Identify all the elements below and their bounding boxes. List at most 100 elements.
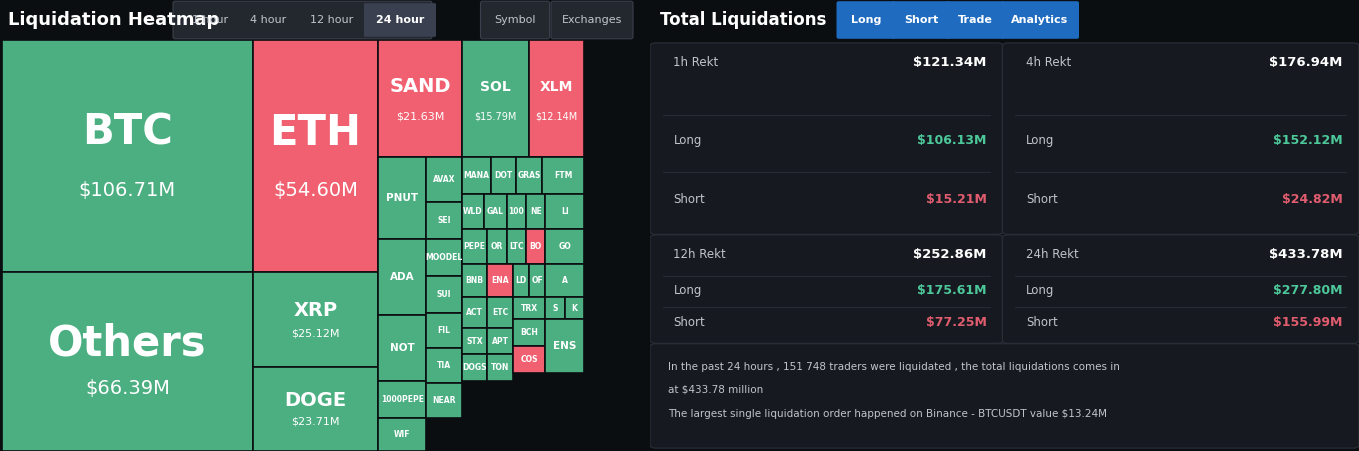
FancyBboxPatch shape	[550, 1, 633, 39]
Bar	[516, 157, 542, 194]
Text: TON: TON	[491, 363, 510, 372]
Text: $66.39M: $66.39M	[86, 379, 170, 398]
Text: 12 hour: 12 hour	[310, 15, 353, 25]
Bar	[378, 381, 427, 418]
Text: $15.21M: $15.21M	[925, 193, 987, 206]
Bar	[488, 297, 514, 328]
Text: NOT: NOT	[390, 343, 414, 353]
FancyBboxPatch shape	[364, 3, 436, 37]
Bar	[462, 297, 488, 328]
Text: NEAR: NEAR	[432, 396, 455, 405]
Text: SOL: SOL	[480, 80, 511, 94]
Text: 1 hour: 1 hour	[192, 15, 228, 25]
Bar	[462, 157, 491, 194]
Text: Others: Others	[48, 323, 207, 365]
Text: Exchanges: Exchanges	[561, 15, 622, 25]
Text: $155.99M: $155.99M	[1273, 316, 1343, 329]
Text: 4h Rekt: 4h Rekt	[1026, 56, 1071, 69]
Text: BNB: BNB	[466, 276, 484, 285]
Text: TIA: TIA	[438, 361, 451, 370]
Text: LI: LI	[561, 207, 568, 216]
Text: ETH: ETH	[269, 112, 361, 154]
Bar	[542, 157, 584, 194]
Bar	[526, 194, 545, 229]
Bar	[507, 194, 526, 229]
Bar	[529, 264, 545, 297]
Text: $152.12M: $152.12M	[1273, 134, 1343, 147]
Text: LD: LD	[515, 276, 527, 285]
Bar	[488, 354, 514, 381]
Text: Symbol: Symbol	[495, 15, 535, 25]
Bar	[488, 229, 507, 264]
Text: PEPE: PEPE	[463, 242, 485, 251]
Text: BCH: BCH	[520, 328, 538, 337]
Text: $12.14M: $12.14M	[535, 111, 578, 121]
FancyBboxPatch shape	[650, 43, 1003, 235]
Text: WLD: WLD	[463, 207, 482, 216]
Text: SAND: SAND	[389, 78, 451, 97]
Text: OR: OR	[491, 242, 503, 251]
Bar	[514, 297, 545, 319]
Text: XLM: XLM	[540, 80, 573, 94]
Bar	[514, 264, 529, 297]
Text: SUI: SUI	[436, 290, 451, 299]
Bar	[462, 40, 529, 157]
FancyBboxPatch shape	[892, 1, 950, 39]
Bar	[427, 239, 462, 276]
FancyBboxPatch shape	[650, 235, 1003, 343]
Text: 24h Rekt: 24h Rekt	[1026, 248, 1079, 261]
FancyBboxPatch shape	[946, 1, 1004, 39]
Text: Short: Short	[904, 15, 938, 25]
Bar	[253, 272, 378, 367]
Text: COS: COS	[520, 355, 538, 364]
Text: $175.61M: $175.61M	[917, 284, 987, 297]
Text: FIL: FIL	[438, 326, 451, 335]
Text: 1h Rekt: 1h Rekt	[674, 56, 719, 69]
Text: Long: Long	[1026, 134, 1055, 147]
Text: $23.71M: $23.71M	[291, 417, 340, 427]
Text: XRP: XRP	[294, 300, 337, 319]
Bar	[462, 264, 488, 297]
Text: $121.34M: $121.34M	[913, 56, 987, 69]
Bar	[462, 328, 488, 354]
Bar	[253, 40, 378, 272]
Text: Short: Short	[674, 193, 705, 206]
Bar	[545, 297, 564, 319]
Text: K: K	[571, 304, 578, 313]
Bar	[1, 272, 253, 451]
Text: MOODEL: MOODEL	[425, 253, 462, 262]
Bar	[545, 229, 584, 264]
Text: ENA: ENA	[492, 276, 510, 285]
Bar	[564, 297, 584, 319]
Text: APT: APT	[492, 336, 508, 345]
Text: In the past 24 hours , 151 748 traders were liquidated , the total liquidations : In the past 24 hours , 151 748 traders w…	[667, 362, 1120, 372]
Bar	[529, 40, 584, 157]
Text: ENS: ENS	[553, 341, 576, 351]
Bar	[545, 319, 584, 373]
Text: OF: OF	[531, 276, 544, 285]
Text: TRX: TRX	[520, 304, 538, 313]
Text: $15.79M: $15.79M	[474, 111, 516, 121]
Bar	[462, 354, 488, 381]
Text: DOGS: DOGS	[462, 363, 487, 372]
Text: SEI: SEI	[438, 216, 451, 226]
FancyBboxPatch shape	[1002, 1, 1079, 39]
Text: Short: Short	[1026, 193, 1057, 206]
Bar	[378, 157, 427, 239]
Text: $77.25M: $77.25M	[925, 316, 987, 329]
Text: Short: Short	[1026, 316, 1057, 329]
Bar	[514, 319, 545, 346]
Text: Analytics: Analytics	[1011, 15, 1068, 25]
Text: $54.60M: $54.60M	[273, 181, 357, 200]
Text: STX: STX	[466, 336, 482, 345]
Text: PNUT: PNUT	[386, 193, 419, 203]
Text: $25.12M: $25.12M	[291, 329, 340, 339]
Bar	[378, 315, 427, 381]
Text: DOT: DOT	[495, 171, 512, 180]
Text: 24 hour: 24 hour	[376, 15, 424, 25]
Bar	[427, 202, 462, 239]
Bar	[514, 346, 545, 373]
Text: $176.94M: $176.94M	[1269, 56, 1343, 69]
Bar	[545, 264, 584, 297]
FancyBboxPatch shape	[481, 1, 549, 39]
